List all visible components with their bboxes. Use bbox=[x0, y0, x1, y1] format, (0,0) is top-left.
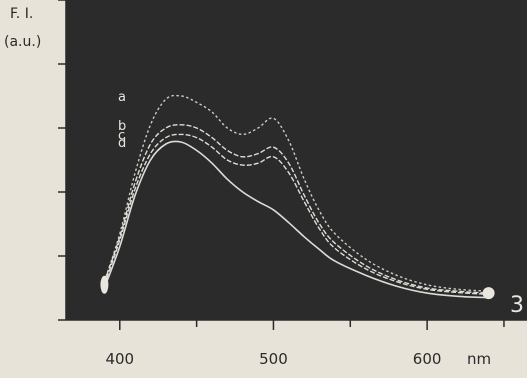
panel-number: 3 bbox=[510, 293, 524, 318]
curve-d bbox=[103, 140, 489, 299]
x-axis-unit: nm bbox=[467, 350, 491, 368]
curve-a bbox=[103, 94, 489, 292]
curve-group bbox=[100, 94, 495, 300]
y-axis-label-line2: (a.u.) bbox=[4, 34, 41, 50]
curve-label-b: b bbox=[118, 119, 126, 134]
x-tick-label: 500 bbox=[259, 350, 288, 368]
x-tick-label: 600 bbox=[413, 350, 442, 368]
end-marker bbox=[482, 287, 495, 300]
curve-c bbox=[103, 133, 489, 296]
x-tick-label: 400 bbox=[105, 350, 134, 368]
curve-label-d: d bbox=[118, 136, 126, 151]
curve-label-c: c bbox=[118, 128, 125, 143]
y-axis-label-line1: F. I. bbox=[10, 6, 33, 22]
curve-label-a: a bbox=[118, 90, 126, 105]
y-axis-ticks bbox=[58, 0, 66, 321]
curve-b bbox=[103, 124, 489, 294]
start-marker bbox=[100, 275, 109, 294]
plot-background bbox=[66, 0, 527, 320]
x-axis-ticks: 400 500 600 nm bbox=[105, 320, 505, 368]
